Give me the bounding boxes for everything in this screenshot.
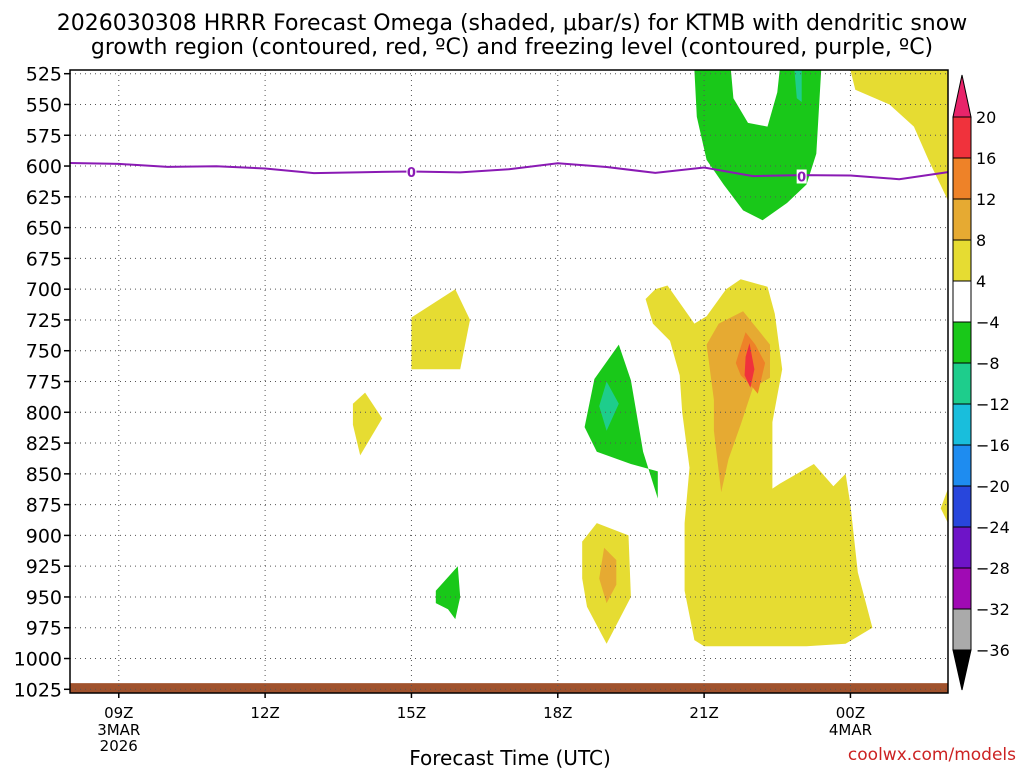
x-tick-label: 12Z xyxy=(250,704,279,722)
colorbar-segment xyxy=(952,280,972,323)
omega-shading xyxy=(352,70,948,647)
freezing-level-label: 0 xyxy=(797,171,806,186)
omega-region-yellow-big xyxy=(645,279,873,647)
colorbar-label: −8 xyxy=(976,354,1000,373)
colorbar-label: −16 xyxy=(976,436,1010,455)
y-tick-label: 575 xyxy=(26,125,62,147)
y-axis: 525 550 575 600 625 650 675 700 725 750 775 800 825 8… xyxy=(14,64,70,701)
y-tick-label: 1000 xyxy=(14,649,62,671)
chart-title-line-2: growth region (contoured, red, ºC) and f… xyxy=(91,35,933,60)
colorbar-label: 8 xyxy=(976,231,986,250)
y-tick-label: 700 xyxy=(26,279,62,301)
y-tick-label: 725 xyxy=(26,310,62,332)
colorbar-segment xyxy=(952,362,972,405)
colorbar-segment xyxy=(952,403,972,446)
colorbar-segment xyxy=(952,239,972,282)
colorbar-label: −24 xyxy=(976,518,1010,537)
omega-region-orange-19z-low xyxy=(599,547,617,604)
freezing-label-background xyxy=(406,164,417,179)
site-credit: coolwx.com/models xyxy=(848,745,1016,765)
y-tick-label: 825 xyxy=(26,433,62,455)
colorbar-top-triangle xyxy=(952,74,972,118)
ground-layer xyxy=(70,683,948,693)
colorbar-segment xyxy=(952,567,972,610)
omega-region-red-core xyxy=(744,343,755,388)
ground-band xyxy=(70,683,948,693)
colorbar-label: −4 xyxy=(976,313,1000,332)
omega-region-yellow-upper-right xyxy=(850,70,948,201)
colorbar-label: −32 xyxy=(976,600,1010,619)
x-tick-sublabel: 2026 xyxy=(100,737,138,755)
colorbar-segment xyxy=(952,526,972,569)
colorbar-label: −12 xyxy=(976,395,1010,414)
colorbar-segment xyxy=(952,198,972,241)
x-tick-label: 00Z xyxy=(836,704,865,722)
x-tick-label: 09Z xyxy=(104,704,133,722)
y-tick-label: 850 xyxy=(26,464,62,486)
y-tick-label: 550 xyxy=(26,94,62,116)
y-tick-label: 1025 xyxy=(14,679,62,701)
colorbar-segment xyxy=(952,116,972,159)
colorbar-segment xyxy=(952,608,972,651)
y-tick-label: 975 xyxy=(26,618,62,640)
colorbar-segment xyxy=(952,444,972,487)
x-tick-label: 15Z xyxy=(397,704,426,722)
colorbar-label: 12 xyxy=(976,190,996,209)
y-tick-label: 750 xyxy=(26,341,62,363)
colorbar-segment xyxy=(952,321,972,364)
y-tick-label: 650 xyxy=(26,218,62,240)
colorbar-label: −36 xyxy=(976,641,1010,660)
x-axis-label: Forecast Time (UTC) xyxy=(409,746,611,768)
colorbar-label: 16 xyxy=(976,149,996,168)
y-tick-label: 950 xyxy=(26,587,62,609)
freezing-level-label: 0 xyxy=(407,166,416,181)
x-tick-label: 21Z xyxy=(689,704,718,722)
freezing-label-background xyxy=(796,169,807,184)
y-tick-label: 875 xyxy=(26,495,62,517)
y-tick-label: 625 xyxy=(26,187,62,209)
colorbar-segment xyxy=(952,157,972,200)
omega-region-yellow-right-edge xyxy=(940,488,948,524)
colorbar-segment xyxy=(952,485,972,528)
y-tick-label: 675 xyxy=(26,248,62,270)
x-tick-label: 18Z xyxy=(543,704,572,722)
omega-region-green-15z-low xyxy=(435,566,461,620)
omega-region-teal-19z xyxy=(599,381,619,431)
y-tick-label: 925 xyxy=(26,556,62,578)
y-tick-label: 800 xyxy=(26,402,62,424)
colorbar: 20 16 12 8 4 −4 −8 −12 −16 −20 −24 −28 −32 −36 xyxy=(952,74,1010,691)
x-tick-sublabel: 3MAR xyxy=(97,721,140,739)
colorbar-label: 20 xyxy=(976,108,996,127)
colorbar-label: −20 xyxy=(976,477,1010,496)
y-tick-label: 900 xyxy=(26,525,62,547)
omega-region-green-19z xyxy=(584,344,658,499)
colorbar-label: −28 xyxy=(976,559,1010,578)
omega-region-teal-upper xyxy=(794,70,802,102)
colorbar-label: 4 xyxy=(976,272,986,291)
omega-region-yellow-15z-block xyxy=(411,289,470,370)
colorbar-bottom-triangle xyxy=(952,649,972,691)
y-tick-label: 600 xyxy=(26,156,62,178)
omega-region-green-upper-left xyxy=(694,70,822,221)
chart-title-line-1: 2026030308 HRRR Forecast Omega (shaded, … xyxy=(57,11,967,36)
omega-region-yellow-13z-blob xyxy=(352,392,383,456)
y-tick-label: 775 xyxy=(26,372,62,394)
x-tick-sublabel: 4MAR xyxy=(829,721,872,739)
y-tick-label: 525 xyxy=(26,64,62,86)
